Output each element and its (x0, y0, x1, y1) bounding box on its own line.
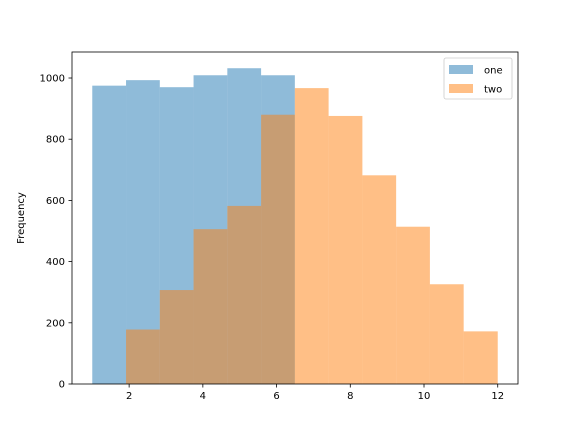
bar-two-7 (362, 175, 397, 384)
bar-two-6 (328, 115, 363, 384)
y-axis-label: Frequency (16, 192, 27, 244)
legend: one two (443, 57, 513, 100)
legend-swatch-one (449, 65, 473, 74)
bar-two-3 (227, 205, 262, 384)
x-tick-label: 4 (200, 391, 206, 402)
x-tick-label: 12 (491, 391, 504, 402)
x-tick-label: 6 (273, 391, 279, 402)
y-axis: 0 200 400 600 800 1000 (40, 74, 72, 391)
bar-two-9 (429, 284, 464, 384)
bar-one-0 (92, 85, 127, 384)
bar-two-4 (261, 114, 295, 384)
x-tick-label: 2 (126, 391, 132, 402)
bar-two-1 (159, 290, 194, 384)
x-axis: 2 4 6 8 10 12 (126, 384, 504, 402)
y-tick-label: 800 (46, 135, 65, 146)
plot-frame (71, 51, 519, 385)
y-tick-label: 0 (59, 380, 65, 391)
x-tick-label: 8 (347, 391, 353, 402)
y-tick-label: 1000 (40, 74, 65, 85)
bar-two-0 (126, 329, 160, 384)
legend-label-one: one (484, 66, 503, 77)
bar-two-8 (396, 226, 430, 384)
bars-layer (92, 68, 498, 385)
x-tick-label: 10 (418, 391, 431, 402)
y-tick-label: 200 (46, 318, 65, 329)
bar-two-5 (294, 88, 329, 385)
bar-two-10 (463, 331, 498, 384)
legend-label-two: two (484, 85, 502, 96)
bar-two-2 (193, 229, 228, 384)
legend-swatch-two (449, 84, 473, 93)
y-tick-label: 600 (46, 196, 65, 207)
y-tick-label: 400 (46, 257, 65, 268)
